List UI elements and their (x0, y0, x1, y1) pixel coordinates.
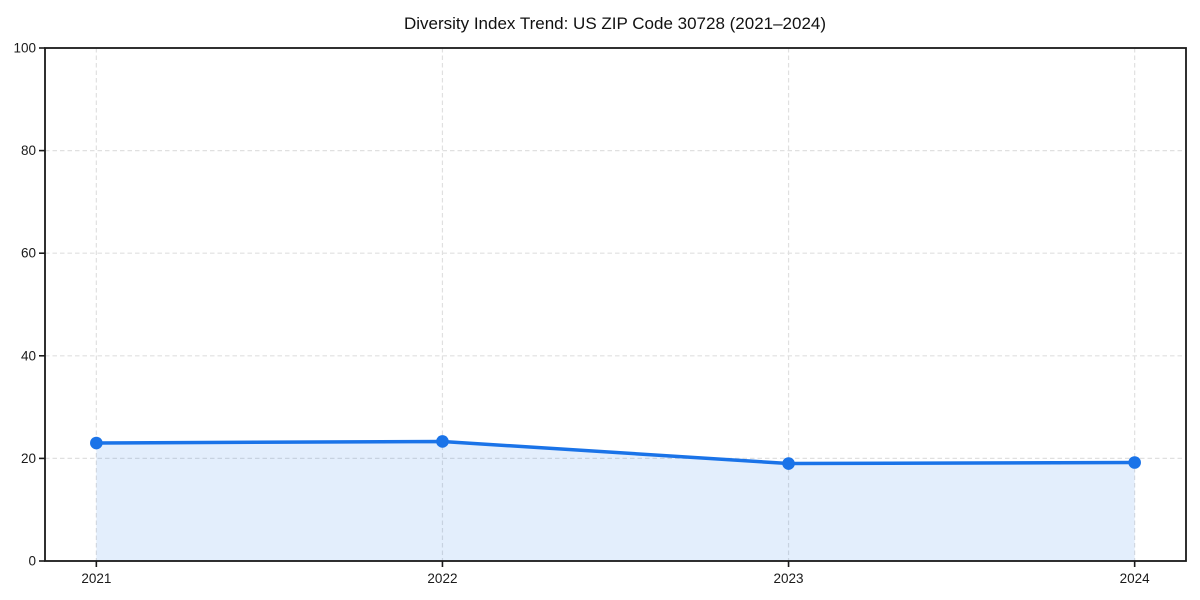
x-tick-label: 2024 (1120, 571, 1151, 586)
x-tick-label: 2022 (427, 571, 457, 586)
y-tick-label: 0 (28, 554, 36, 569)
y-tick-label: 40 (21, 348, 36, 363)
data-point (782, 457, 795, 470)
y-tick-label: 80 (21, 143, 36, 158)
axes-spines (44, 47, 1187, 562)
y-tick-label: 20 (21, 451, 36, 466)
x-tick-label: 2021 (81, 571, 111, 586)
data-point (90, 436, 103, 450)
y-tick-label: 100 (13, 41, 36, 56)
data-point (436, 435, 449, 448)
chart-title: Diversity Index Trend: US ZIP Code 30728… (404, 14, 826, 33)
y-tick-label: 60 (21, 246, 36, 261)
data-point (1128, 456, 1141, 469)
plot-area: 0 20 40 60 80 100 2021 2022 2023 2024 (13, 41, 1187, 586)
x-tick-label: 2023 (774, 571, 804, 586)
trend-line (94, 439, 1137, 466)
area-fill (96, 441, 1135, 561)
